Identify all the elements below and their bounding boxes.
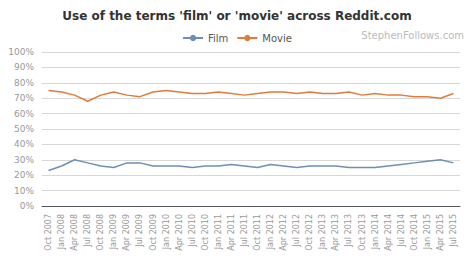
svg-text:Apr 2013: Apr 2013 [331,214,340,251]
svg-text:Apr 2009: Apr 2009 [122,214,131,251]
svg-text:Oct 2014: Oct 2014 [410,214,419,251]
svg-text:10%: 10% [14,186,34,196]
svg-text:Jul 2010: Jul 2010 [188,214,197,248]
svg-text:Apr 2015: Apr 2015 [436,214,445,251]
svg-text:Use of the terms 'film' or 'mo: Use of the terms 'film' or 'movie' acros… [62,9,411,23]
svg-text:70%: 70% [14,93,34,103]
svg-text:Jul 2015: Jul 2015 [449,214,458,248]
svg-text:Jul 2011: Jul 2011 [240,214,249,248]
svg-text:Jan 2010: Jan 2010 [162,214,171,250]
svg-text:Apr 2008: Apr 2008 [70,214,79,251]
svg-text:Apr 2014: Apr 2014 [384,214,393,251]
svg-text:Jan 2015: Jan 2015 [423,214,432,250]
svg-text:Oct 2010: Oct 2010 [201,214,210,251]
svg-text:Jul 2008: Jul 2008 [83,214,92,248]
svg-text:Jan 2014: Jan 2014 [371,214,380,250]
svg-text:50%: 50% [14,124,34,134]
svg-text:Jan 2009: Jan 2009 [109,214,118,250]
svg-text:0%: 0% [20,201,35,211]
svg-text:Jul 2013: Jul 2013 [344,214,353,248]
svg-text:60%: 60% [14,109,34,119]
svg-text:80%: 80% [14,78,34,88]
svg-text:Apr 2011: Apr 2011 [227,214,236,251]
svg-text:Movie: Movie [262,33,292,44]
svg-text:Apr 2012: Apr 2012 [279,214,288,251]
svg-text:20%: 20% [14,170,34,180]
svg-text:Oct 2012: Oct 2012 [305,214,314,251]
svg-text:40%: 40% [14,139,34,149]
svg-text:StephenFollows.com: StephenFollows.com [361,30,464,41]
svg-text:Oct 2009: Oct 2009 [149,214,158,251]
svg-text:Jan 2008: Jan 2008 [57,214,66,250]
svg-text:Oct 2008: Oct 2008 [96,214,105,251]
svg-text:Oct 2007: Oct 2007 [44,214,53,251]
svg-text:30%: 30% [14,155,34,165]
svg-text:100%: 100% [8,47,34,57]
svg-text:Jan 2012: Jan 2012 [266,214,275,250]
svg-text:90%: 90% [14,62,34,72]
svg-text:Oct 2011: Oct 2011 [253,214,262,251]
svg-text:Jan 2013: Jan 2013 [318,214,327,250]
svg-text:Jan 2011: Jan 2011 [214,214,223,250]
svg-text:Jul 2009: Jul 2009 [135,214,144,248]
svg-text:Apr 2010: Apr 2010 [175,214,184,251]
svg-text:Jul 2012: Jul 2012 [292,214,301,248]
svg-text:Jul 2014: Jul 2014 [397,214,406,248]
svg-text:Oct 2013: Oct 2013 [358,214,367,251]
svg-text:Film: Film [208,33,228,44]
